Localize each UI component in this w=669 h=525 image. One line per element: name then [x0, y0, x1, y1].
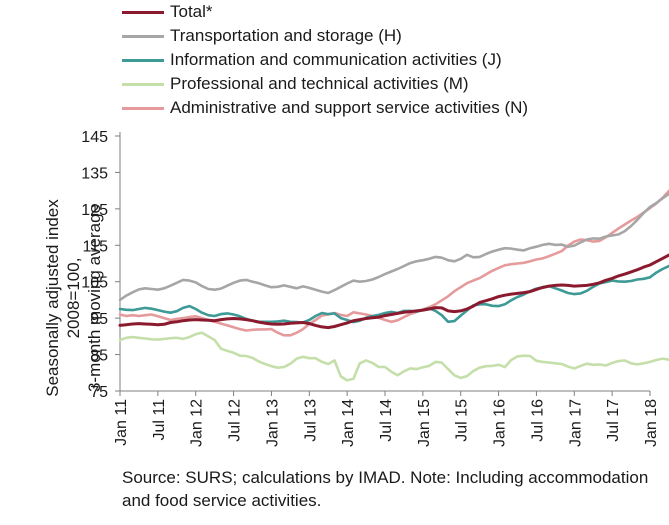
legend-item: Information and communication activities… [122, 48, 528, 72]
y-tick-label: 95 [90, 311, 108, 328]
x-tick-label: Jan 14 [340, 399, 357, 447]
y-tick-label: 105 [81, 275, 108, 292]
x-tick-label: Jan 11 [113, 399, 130, 446]
legend-swatch [122, 82, 164, 86]
legend-swatch [122, 58, 164, 62]
y-axis-label-line-2: 3-month moving average [85, 203, 104, 393]
legend-label: Information and communication activities… [170, 50, 502, 69]
x-tick-label: Jul 17 [605, 399, 622, 442]
x-tick-label: Jan 18 [643, 399, 660, 447]
x-tick-label: Jul 14 [378, 399, 395, 442]
series-line-professional [118, 331, 669, 382]
y-tick-label: 135 [81, 165, 108, 182]
source-note: Source: SURS; calculations by IMAD. Note… [122, 468, 649, 510]
x-tick-label: Jan 12 [189, 399, 206, 447]
x-tick-label: Jul 13 [302, 399, 319, 442]
legend-swatch [122, 106, 164, 110]
x-tick-label: Jan 16 [492, 399, 509, 447]
legend-label: Professional and technical activities (M… [170, 74, 469, 93]
x-tick-label: Jan 15 [416, 399, 433, 447]
legend-label: Administrative and support service activ… [170, 98, 529, 117]
x-tick-label: Jan 13 [264, 399, 281, 447]
y-axis-label: Seasonally adjusted index 2008=100, 3-mo… [42, 158, 105, 438]
series-line-total [118, 253, 669, 330]
y-tick-label: 125 [81, 202, 108, 219]
legend-item: Professional and technical activities (M… [122, 72, 528, 96]
legend-item: Total* [122, 0, 528, 24]
legend-label: Total* [170, 2, 213, 21]
y-tick-label: 85 [90, 348, 108, 365]
legend-label: Transportation and storage (H) [170, 26, 402, 45]
legend-item: Administrative and support service activ… [122, 96, 528, 120]
legend: Total* Transportation and storage (H) Info… [122, 0, 528, 120]
legend-swatch [122, 34, 164, 38]
x-tick-label: Jul 16 [529, 399, 546, 442]
x-tick-label: Jul 11 [151, 399, 168, 441]
x-tick-label: Jan 17 [567, 399, 584, 447]
x-tick-label: Jul 12 [227, 399, 244, 442]
series-line-transport [118, 192, 669, 302]
y-tick-label: 145 [81, 129, 108, 146]
legend-item: Transportation and storage (H) [122, 24, 528, 48]
y-tick-label: 115 [82, 238, 108, 255]
x-tick-label: Jul 15 [454, 399, 471, 442]
y-axis-label-line-1: Seasonally adjusted index 2008=100, [43, 199, 83, 397]
series-line-administrative [118, 189, 669, 337]
y-tick-label: 75 [90, 384, 108, 401]
legend-swatch [122, 10, 164, 14]
